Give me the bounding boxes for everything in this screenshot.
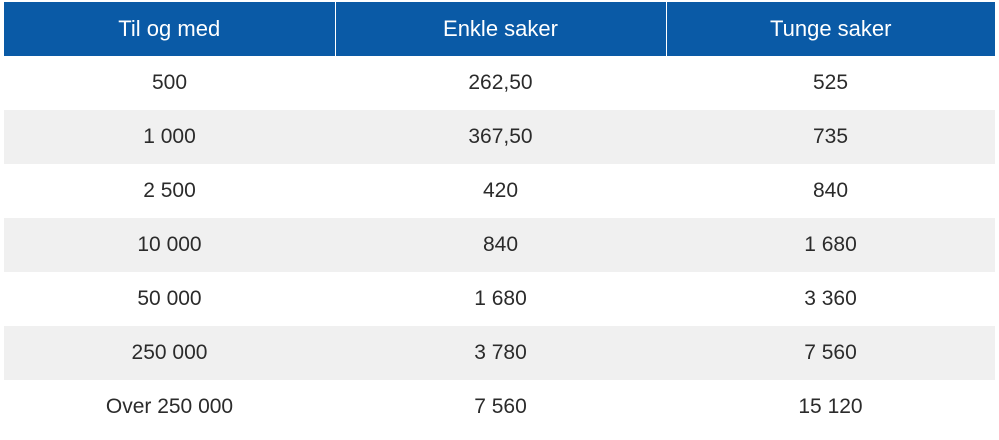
table-row: 10 000 840 1 680: [4, 218, 995, 272]
table-row: Over 250 000 7 560 15 120: [4, 380, 995, 434]
cell-enkle-saker: 7 560: [335, 380, 666, 434]
table-body: 500 262,50 525 1 000 367,50 735 2 500 42…: [4, 56, 995, 434]
cell-enkle-saker: 1 680: [335, 272, 666, 326]
cell-enkle-saker: 3 780: [335, 326, 666, 380]
column-header-tunge-saker: Tunge saker: [666, 2, 995, 56]
cell-tunge-saker: 525: [666, 56, 995, 110]
cell-enkle-saker: 262,50: [335, 56, 666, 110]
cell-til-og-med: 1 000: [4, 110, 335, 164]
cell-tunge-saker: 840: [666, 164, 995, 218]
table-row: 1 000 367,50 735: [4, 110, 995, 164]
table-header: Til og med Enkle saker Tunge saker: [4, 2, 995, 56]
cell-tunge-saker: 7 560: [666, 326, 995, 380]
table-row: 250 000 3 780 7 560: [4, 326, 995, 380]
cell-til-og-med: 250 000: [4, 326, 335, 380]
header-row: Til og med Enkle saker Tunge saker: [4, 2, 995, 56]
cell-enkle-saker: 367,50: [335, 110, 666, 164]
cell-enkle-saker: 840: [335, 218, 666, 272]
cell-til-og-med: 2 500: [4, 164, 335, 218]
cell-til-og-med: 10 000: [4, 218, 335, 272]
table-row: 500 262,50 525: [4, 56, 995, 110]
cell-tunge-saker: 15 120: [666, 380, 995, 434]
cell-tunge-saker: 3 360: [666, 272, 995, 326]
cell-til-og-med: 50 000: [4, 272, 335, 326]
cell-enkle-saker: 420: [335, 164, 666, 218]
cell-tunge-saker: 735: [666, 110, 995, 164]
column-header-til-og-med: Til og med: [4, 2, 336, 56]
column-header-enkle-saker: Enkle saker: [335, 2, 667, 56]
fee-table: Til og med Enkle saker Tunge saker 500 2…: [4, 2, 995, 434]
cell-tunge-saker: 1 680: [666, 218, 995, 272]
table-row: 50 000 1 680 3 360: [4, 272, 995, 326]
table-row: 2 500 420 840: [4, 164, 995, 218]
cell-til-og-med: Over 250 000: [4, 380, 335, 434]
cell-til-og-med: 500: [4, 56, 335, 110]
